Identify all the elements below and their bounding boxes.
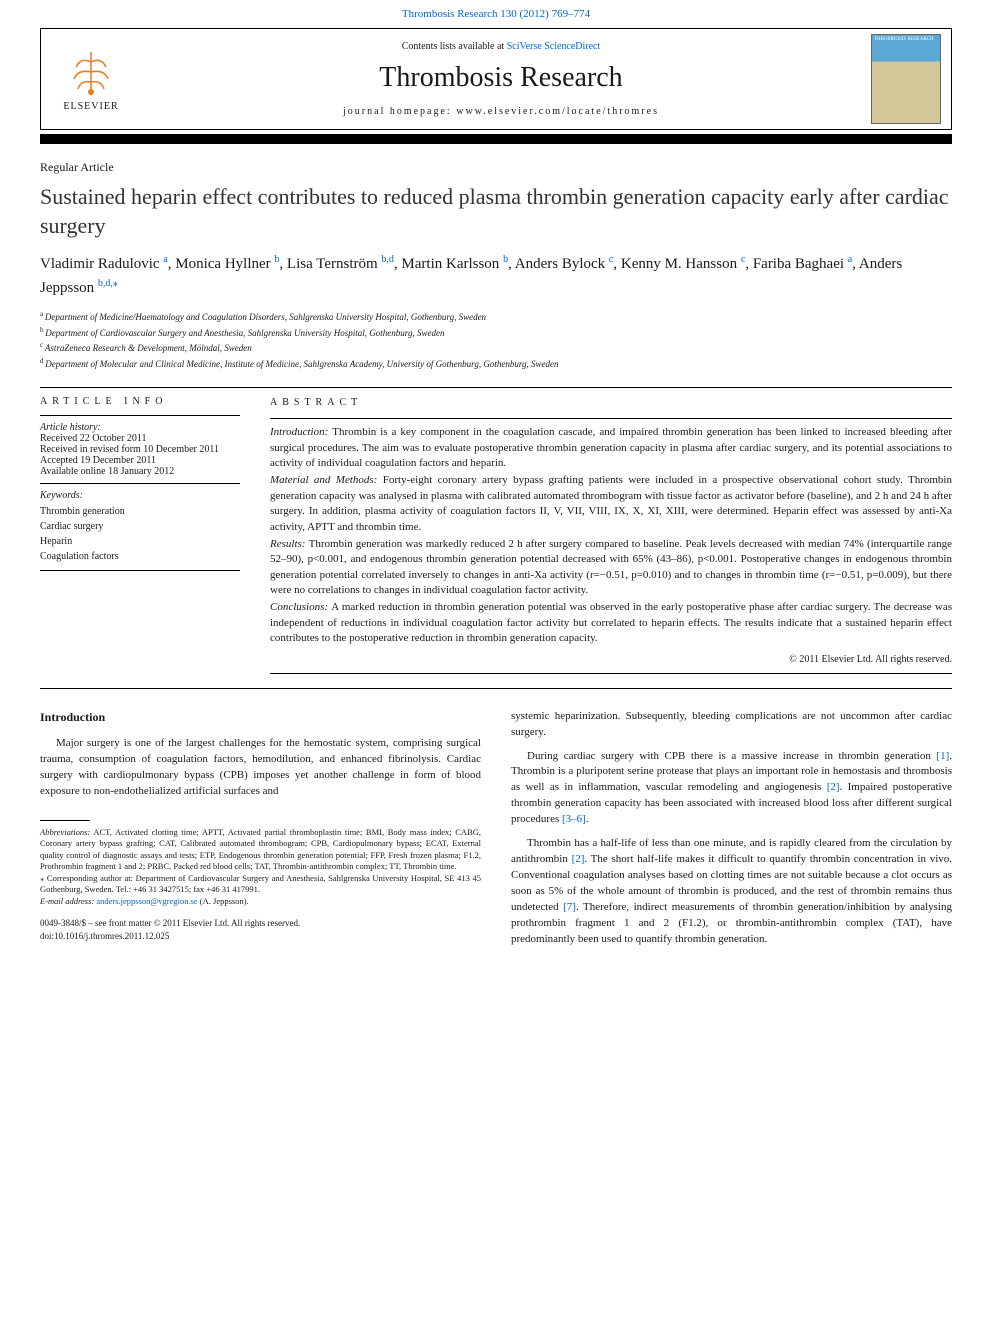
abstract-section-label: Introduction:: [270, 426, 332, 438]
homepage-line: journal homepage: www.elsevier.com/locat…: [149, 106, 853, 117]
abstract-block: ABSTRACT Introduction: Thrombin is a key…: [270, 396, 952, 679]
ref-link[interactable]: [1]: [936, 750, 949, 762]
ref-link[interactable]: [2]: [827, 781, 840, 793]
keywords-list: Thrombin generationCardiac surgeryHepari…: [40, 504, 240, 564]
abstract-section: Conclusions: A marked reduction in throm…: [270, 600, 952, 646]
author-affiliation-sup: c: [609, 254, 613, 265]
author: Anders Bylock c: [515, 256, 614, 272]
article-info-header: ARTICLE INFO: [40, 396, 240, 407]
abstract-section: Results: Thrombin generation was markedl…: [270, 537, 952, 599]
author: Kenny M. Hansson c: [621, 256, 745, 272]
history-label: Article history:: [40, 422, 240, 433]
footnote-divider: [40, 820, 90, 821]
author-affiliation-sup: a: [163, 254, 167, 265]
ref-link[interactable]: [3–6]: [562, 813, 586, 825]
author-affiliation-sup: b: [274, 254, 279, 265]
top-citation[interactable]: Thrombosis Research 130 (2012) 769–774: [0, 0, 992, 24]
body-paragraph: systemic heparinization. Subsequently, b…: [511, 709, 952, 741]
intro-heading: Introduction: [40, 709, 481, 726]
front-matter-line: 0049-3848/$ – see front matter © 2011 El…: [40, 917, 481, 930]
corresponding-author-footnote: ⁎ Corresponding author at: Department of…: [40, 873, 481, 896]
abstract-section: Material and Methods: Forty-eight corona…: [270, 473, 952, 535]
author-affiliation-sup: a: [848, 254, 852, 265]
journal-header: ELSEVIER Contents lists available at Sci…: [40, 28, 952, 130]
body-paragraph: During cardiac surgery with CPB there is…: [511, 749, 952, 829]
article-title: Sustained heparin effect contributes to …: [40, 183, 952, 240]
keyword: Coagulation factors: [40, 549, 240, 564]
article-type: Regular Article: [40, 160, 952, 175]
email-label: E-mail address:: [40, 896, 94, 906]
journal-cover-thumb: THROMBOSIS RESEARCH: [871, 34, 941, 124]
abbreviations-footnote: Abbreviations: ACT, Activated clotting t…: [40, 827, 481, 873]
sciencedirect-link[interactable]: SciVerse ScienceDirect: [507, 41, 601, 52]
author-affiliation-sup: b: [503, 254, 508, 265]
history-line: Received 22 October 2011: [40, 433, 240, 444]
divider: [270, 418, 952, 419]
contents-line: Contents lists available at SciVerse Sci…: [149, 41, 853, 52]
homepage-prefix: journal homepage:: [343, 106, 456, 117]
right-column: systemic heparinization. Subsequently, b…: [511, 709, 952, 956]
keyword: Cardiac surgery: [40, 519, 240, 534]
affiliation: c AstraZeneca Research & Development, Mö…: [40, 340, 952, 356]
divider: [40, 483, 240, 484]
left-column: Introduction Major surgery is one of the…: [40, 709, 481, 956]
author: Martin Karlsson b: [401, 256, 508, 272]
keywords-label: Keywords:: [40, 490, 240, 501]
abstract-copyright: © 2011 Elsevier Ltd. All rights reserved…: [270, 653, 952, 667]
homepage-url[interactable]: www.elsevier.com/locate/thromres: [456, 106, 659, 117]
divider: [40, 387, 952, 388]
author-affiliation-sup: b,d,⁎: [98, 278, 118, 289]
author: Fariba Baghaei a: [753, 256, 852, 272]
elsevier-tree-icon: [66, 47, 116, 97]
abstract-section-label: Material and Methods:: [270, 474, 383, 486]
author: Vladimir Radulovic a: [40, 256, 168, 272]
doi-line: doi:10.1016/j.thromres.2011.12.025: [40, 930, 481, 943]
elsevier-label: ELSEVIER: [63, 101, 118, 112]
abstract-section: Introduction: Thrombin is a key componen…: [270, 425, 952, 471]
corr-label: ⁎ Corresponding author at:: [40, 873, 133, 883]
body-columns: Introduction Major surgery is one of the…: [40, 709, 952, 956]
keyword: Thrombin generation: [40, 504, 240, 519]
abbrev-label: Abbreviations:: [40, 827, 90, 837]
email-name: (A. Jeppsson).: [200, 896, 249, 906]
abbrev-text: ACT, Activated clotting time; APTT, Acti…: [40, 827, 481, 871]
affiliation: d Department of Molecular and Clinical M…: [40, 356, 952, 372]
history-line: Available online 18 January 2012: [40, 466, 240, 477]
keyword: Heparin: [40, 534, 240, 549]
authors-list: Vladimir Radulovic a, Monica Hyllner b, …: [40, 252, 952, 299]
abstract-header: ABSTRACT: [270, 396, 952, 410]
contents-prefix: Contents lists available at: [402, 41, 507, 52]
affiliations-list: a Department of Medicine/Haematology and…: [40, 309, 952, 371]
elsevier-logo: ELSEVIER: [41, 29, 141, 129]
article-info-block: ARTICLE INFO Article history: Received 2…: [40, 396, 240, 679]
affiliation: a Department of Medicine/Haematology and…: [40, 309, 952, 325]
footer-block: 0049-3848/$ – see front matter © 2011 El…: [40, 917, 481, 943]
divider: [40, 688, 952, 689]
ref-link[interactable]: [2]: [572, 853, 585, 865]
abstract-section-label: Results:: [270, 538, 309, 550]
divider: [40, 415, 240, 416]
email-footnote: E-mail address: anders.jeppsson@vgregion…: [40, 896, 481, 907]
email-link[interactable]: anders.jeppsson@vgregion.se: [96, 896, 197, 906]
history-lines: Received 22 October 2011Received in revi…: [40, 433, 240, 477]
abstract-section-label: Conclusions:: [270, 601, 331, 613]
body-paragraph: Thrombin has a half-life of less than on…: [511, 836, 952, 948]
author: Monica Hyllner b: [175, 256, 279, 272]
journal-name: Thrombosis Research: [149, 62, 853, 94]
header-divider: [40, 134, 952, 144]
body-paragraph: Major surgery is one of the largest chal…: [40, 736, 481, 800]
history-line: Received in revised form 10 December 201…: [40, 444, 240, 455]
affiliation: b Department of Cardiovascular Surgery a…: [40, 325, 952, 341]
author: Lisa Ternström b,d: [287, 256, 394, 272]
ref-link[interactable]: [7]: [563, 901, 576, 913]
divider: [270, 673, 952, 674]
author-affiliation-sup: b,d: [381, 254, 394, 265]
footnotes-block: Abbreviations: ACT, Activated clotting t…: [40, 827, 481, 907]
header-center: Contents lists available at SciVerse Sci…: [141, 33, 861, 125]
history-line: Accepted 19 December 2011: [40, 455, 240, 466]
divider: [40, 570, 240, 571]
author-affiliation-sup: c: [741, 254, 745, 265]
